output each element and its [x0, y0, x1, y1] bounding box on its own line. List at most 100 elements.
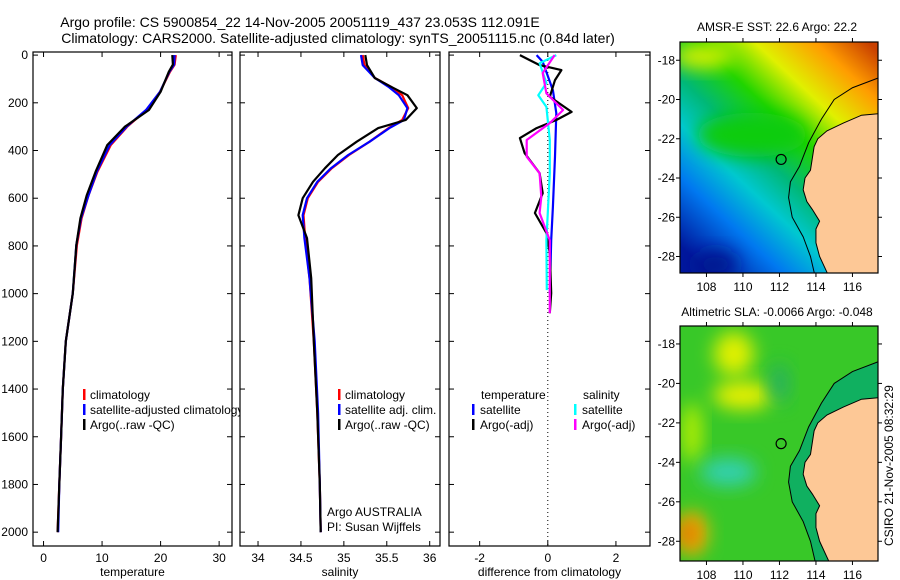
- legend-label: climatology: [345, 388, 405, 402]
- x-tick-label: 110: [733, 568, 752, 580]
- map-field: [680, 326, 878, 561]
- x-tick-label: 112: [770, 280, 789, 294]
- x-tick-label: 108: [696, 280, 716, 294]
- legend-swatch: [472, 404, 475, 415]
- legend-label: Argo(-adj): [480, 418, 533, 432]
- x-tick-label: 34: [251, 551, 265, 565]
- y-tick-label: -18: [658, 53, 676, 67]
- legend-label: Argo(..raw -QC): [90, 418, 175, 432]
- profile-panel-2: 34 34.5 35 35.5 36 salinity climatologysatelli…: [239, 51, 441, 579]
- shelf-region: [788, 361, 878, 561]
- x-tick-label: -2: [474, 551, 485, 565]
- y-tick-label: 1600: [1, 430, 28, 444]
- legend-label: satellite: [582, 403, 623, 417]
- legend-label: satellite adj. clim.: [345, 403, 436, 417]
- y-tick-label: -18: [658, 337, 676, 351]
- y-tick-label: -28: [658, 250, 676, 264]
- series-line-argo-raw-qc-: [56, 55, 174, 533]
- y-tick-label: 200: [8, 96, 28, 110]
- x-tick-label: 36: [423, 551, 437, 565]
- footer-timestamp: CSIRO 21-Nov-2005 08:32:29: [882, 385, 896, 546]
- figure-title-line1: Argo profile: CS 5900854_22 14-Nov-2005 …: [60, 14, 540, 30]
- axes-frame: [32, 51, 233, 547]
- y-tick-label: 1000: [1, 287, 28, 301]
- x-tick-label: 116: [843, 568, 862, 580]
- legend-header: temperature: [481, 388, 546, 402]
- y-tick-label: -22: [658, 132, 676, 146]
- x-axis-label: salinity: [322, 565, 359, 579]
- x-tick-label: 20: [154, 551, 168, 565]
- x-tick-label: 35.5: [375, 551, 399, 565]
- y-tick-label: 2000: [1, 525, 28, 539]
- shelf-contour-line: [788, 77, 878, 273]
- x-tick-label: 0: [544, 551, 551, 565]
- y-tick-label: -20: [658, 93, 676, 107]
- y-tick-label: -20: [658, 376, 676, 390]
- legend-swatch: [472, 419, 475, 430]
- y-tick-label: -22: [658, 416, 676, 430]
- y-tick-label: -26: [658, 495, 676, 509]
- profile-location-marker: [775, 153, 787, 166]
- x-tick-label: 114: [806, 568, 825, 580]
- y-tick-label: 400: [8, 144, 28, 158]
- x-tick-label: 34.5: [289, 551, 313, 565]
- sla-high-strip: [681, 402, 702, 463]
- sst-warm-tongue: [697, 112, 808, 157]
- sla-high-patch: [713, 331, 754, 376]
- legend-label: climatology: [90, 388, 150, 402]
- x-tick-label: 112: [770, 568, 789, 580]
- sla-low-patch: [769, 363, 790, 404]
- y-tick-label: 1800: [1, 477, 28, 491]
- sla-map-panel: 108 110 112 114 116 -18 -20 -22 -24 -26 -28 Altimet…: [658, 305, 882, 580]
- legend-label: satellite: [480, 403, 521, 417]
- legend-swatch: [83, 389, 86, 400]
- y-tick-label: 600: [8, 191, 28, 205]
- map-title: AMSR-E SST: 22.6 Argo: 22.2: [697, 20, 857, 34]
- legend-label: satellite-adjusted climatology: [90, 403, 243, 417]
- annotation-line2: PI: Susan Wijffels: [327, 520, 421, 534]
- series-line-salinity-satellite: [537, 54, 557, 291]
- x-tick-label: 114: [806, 280, 825, 294]
- annotation-line1: Argo AUSTRALIA: [327, 505, 422, 519]
- land-mass: [802, 397, 878, 561]
- sst-yellow-patch: [680, 44, 733, 69]
- legend-label: Argo(..raw -QC): [345, 418, 430, 432]
- y-tick-label: -28: [658, 534, 676, 548]
- x-tick-label: 30: [212, 551, 226, 565]
- y-tick-label: -26: [658, 210, 676, 224]
- x-tick-label: 10: [95, 551, 109, 565]
- profile-location-marker: [775, 438, 787, 450]
- sst-map-panel: 108 110 112 114 116 -18 -20 -22 -24 -26 -28 AMSR-E …: [658, 20, 882, 294]
- sla-high-patch: [712, 381, 773, 410]
- axes-frame: [239, 51, 441, 547]
- shelf-contour-line: [788, 361, 878, 561]
- figure-title-line2: Climatology: CARS2000. Satellite-adjuste…: [61, 30, 615, 46]
- x-tick-label: 2: [613, 551, 620, 565]
- legend-swatch: [574, 419, 577, 430]
- map-title: Altimetric SLA: -0.0066 Argo: -0.048: [681, 305, 873, 319]
- legend-swatch: [338, 419, 341, 430]
- series-line-argo-raw-qc-: [297, 54, 418, 533]
- sla-low-patch: [700, 458, 757, 487]
- legend-label: Argo(-adj): [582, 418, 635, 432]
- legend-swatch: [83, 404, 86, 415]
- y-tick-label: -24: [658, 455, 676, 469]
- y-tick-label: 800: [8, 239, 28, 253]
- y-tick-label: -24: [658, 171, 676, 185]
- legend-swatch: [574, 404, 577, 415]
- sla-peak: [680, 520, 698, 547]
- x-axis-label: difference from climatology: [478, 565, 621, 579]
- legend-swatch: [83, 419, 86, 430]
- x-tick-label: 35: [337, 551, 351, 565]
- x-axis-label: temperature: [100, 565, 165, 579]
- x-tick-label: 116: [843, 280, 862, 294]
- x-tick-label: 110: [733, 280, 752, 294]
- legend-swatch: [338, 404, 341, 415]
- profile-panel-1: 0 10 20 30 0 200 400 600 800 1000 1200 1400 1600 1800…: [1, 48, 243, 579]
- y-tick-label: 1200: [1, 334, 28, 348]
- map-field: [680, 42, 878, 273]
- land-mass: [802, 113, 878, 273]
